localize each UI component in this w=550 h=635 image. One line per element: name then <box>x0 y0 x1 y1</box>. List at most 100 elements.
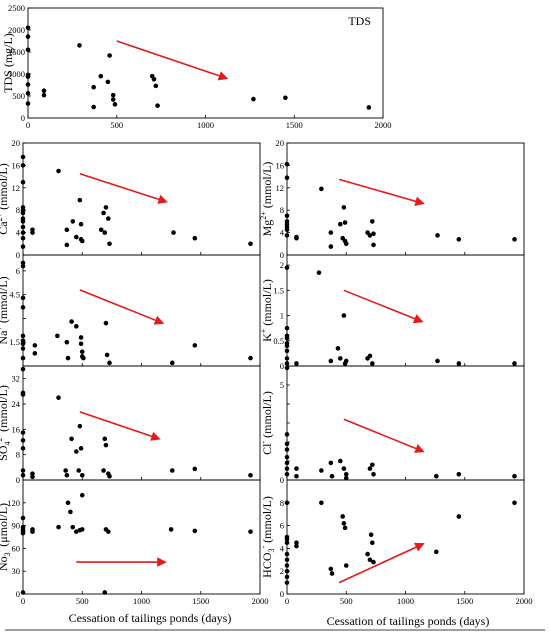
data-point <box>367 466 373 471</box>
y-tick-label: 16 <box>12 424 21 434</box>
data-point <box>78 446 84 451</box>
data-point <box>20 235 26 241</box>
data-point <box>434 473 439 479</box>
data-point <box>435 233 440 238</box>
data-point <box>284 175 290 181</box>
data-point <box>294 543 299 549</box>
panel-cl: 0 5 Cl- (mmol/L) <box>259 365 525 485</box>
data-point <box>103 320 109 326</box>
y-tick-label: 120 <box>7 498 20 508</box>
y-axis-label: Mg2+ (mmol/L) <box>259 162 274 237</box>
data-point <box>102 230 108 235</box>
y-tick-label: 12 <box>12 183 21 193</box>
data-point <box>77 423 83 429</box>
data-point <box>284 500 290 506</box>
plot-frame-cl <box>286 365 525 481</box>
data-point <box>284 540 290 545</box>
y-tick-label: 16 <box>12 160 21 170</box>
y-tick-label: 24 <box>12 399 21 409</box>
data-point <box>343 475 349 481</box>
data-point <box>340 514 345 519</box>
data-point <box>20 366 26 372</box>
data-point <box>328 566 334 572</box>
data-point <box>25 82 31 87</box>
data-point <box>338 221 343 227</box>
data-point <box>456 472 462 477</box>
data-point <box>25 34 31 39</box>
data-point <box>284 227 290 233</box>
y-tick-label: 0 <box>16 475 20 485</box>
panel-ca: 0 4 8 12 16 20 Ca2+ (mmol/L) <box>0 138 261 260</box>
y-tick-label: 2000 <box>8 25 25 35</box>
trend-arrow <box>338 542 425 584</box>
data-point <box>76 468 81 473</box>
data-point <box>74 449 79 454</box>
trend-arrow <box>338 178 425 206</box>
data-point <box>284 454 290 460</box>
data-point <box>153 83 159 89</box>
y-tick-label: 8 <box>280 498 284 508</box>
data-point <box>81 355 86 361</box>
trend-arrow <box>343 418 425 453</box>
data-point <box>284 536 290 542</box>
data-point <box>101 210 106 216</box>
data-point <box>512 361 517 366</box>
data-point <box>284 441 290 447</box>
data-point <box>284 325 290 331</box>
panel-no3: 0 30 60 90 120 0 500 1000 1500 2000 No3- (μmol/L) <box>0 479 269 606</box>
y-axis-label: Na+ (mmol/L) <box>0 276 10 344</box>
data-point <box>20 179 26 185</box>
data-point <box>30 230 35 235</box>
data-point <box>170 360 175 366</box>
trend-arrow <box>116 40 229 81</box>
data-point <box>20 224 26 230</box>
data-point <box>64 227 70 233</box>
data-point <box>91 84 96 90</box>
x-tick-label: 500 <box>340 596 353 606</box>
data-point <box>107 360 112 366</box>
data-point <box>342 525 348 531</box>
data-point <box>248 472 253 478</box>
data-point <box>170 468 175 473</box>
data-point <box>343 241 349 247</box>
data-point <box>456 514 462 519</box>
data-point <box>78 221 84 227</box>
data-point <box>338 458 343 464</box>
data-point <box>105 79 111 85</box>
data-point <box>371 242 376 248</box>
data-point <box>319 468 324 473</box>
y-axis-label: Cl- (mmol/L) <box>259 391 274 455</box>
trend-arrow <box>79 173 168 204</box>
x-axis-label-right: Cessation of tailings ponds (days) <box>327 614 490 628</box>
data-point <box>343 358 349 364</box>
y-tick-label: 0 <box>280 589 284 599</box>
x-axis-label-left: Cessation of tailings ponds (days) <box>69 611 232 625</box>
data-point <box>155 103 160 108</box>
y-axis-label: K+ (mmol/L) <box>259 279 274 342</box>
data-point <box>20 338 26 343</box>
data-point <box>98 227 104 233</box>
data-point <box>20 346 26 351</box>
x-tick-label: 2000 <box>375 120 392 130</box>
data-point <box>20 219 26 224</box>
data-point <box>248 241 253 247</box>
data-point <box>102 436 108 442</box>
data-point <box>284 361 290 366</box>
x-tick-label: 1000 <box>197 120 214 130</box>
x-tick-label: 1000 <box>397 596 414 606</box>
data-point <box>171 230 176 235</box>
y-tick-label: 0 <box>16 589 20 599</box>
data-point <box>68 509 73 515</box>
data-point <box>294 235 299 241</box>
data-point <box>56 168 61 174</box>
data-point <box>79 527 85 532</box>
x-tick-label: 500 <box>76 596 89 606</box>
data-point <box>70 219 76 224</box>
data-point <box>248 529 253 534</box>
y-axis-label: TDS (mg/L) <box>1 33 15 93</box>
data-point <box>25 74 31 79</box>
data-point <box>20 230 26 235</box>
data-point <box>79 349 85 355</box>
data-point <box>370 462 375 468</box>
